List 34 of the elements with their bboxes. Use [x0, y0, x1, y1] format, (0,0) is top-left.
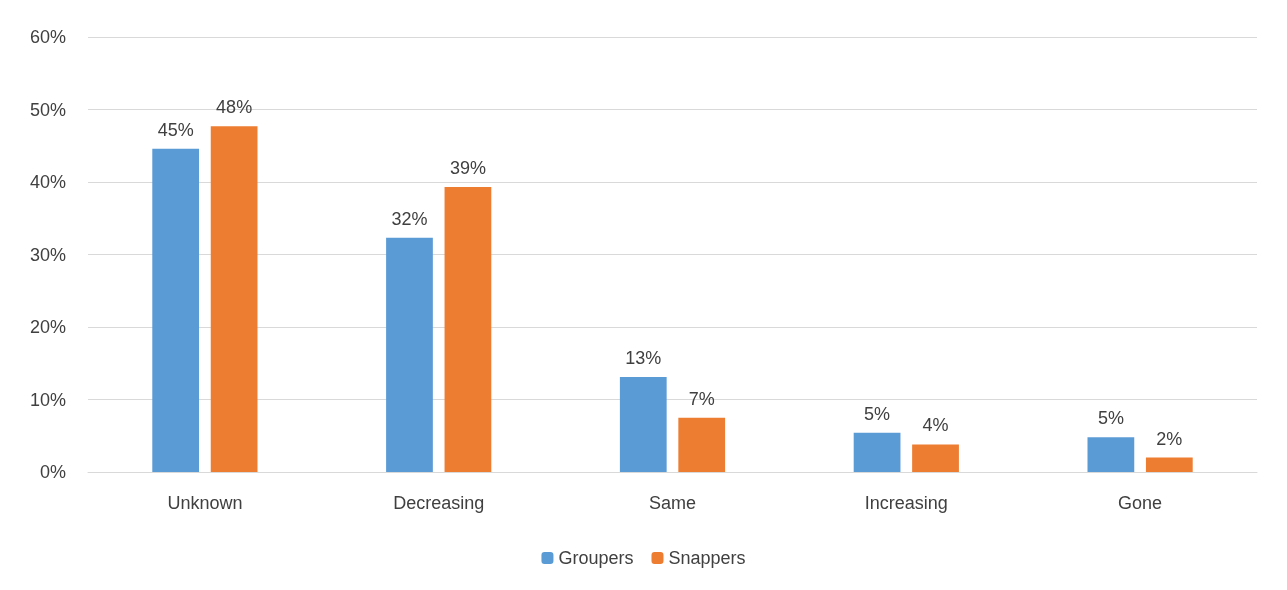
- y-tick-label: 0%: [39, 462, 66, 482]
- bar: [1145, 457, 1193, 472]
- bar: [210, 126, 258, 472]
- y-tick-label: 60%: [29, 27, 66, 47]
- legend-label: Snappers: [668, 548, 746, 568]
- x-tick-label: Same: [648, 493, 697, 513]
- data-label: 2%: [1156, 428, 1183, 449]
- data-label: 48%: [216, 97, 253, 118]
- bar: [853, 432, 901, 472]
- y-tick-label: 20%: [29, 317, 66, 337]
- y-tick-label: 40%: [29, 172, 66, 192]
- data-label: 39%: [449, 158, 486, 179]
- y-tick-label: 50%: [29, 99, 66, 120]
- bar: [678, 417, 726, 472]
- data-label: 4%: [922, 415, 949, 436]
- bar: [444, 187, 492, 472]
- data-label: 45%: [157, 119, 194, 140]
- x-tick-label: Gone: [1118, 493, 1163, 513]
- x-tick-label: Increasing: [864, 493, 948, 513]
- x-tick-label: Decreasing: [393, 493, 485, 513]
- bar: [619, 377, 667, 472]
- y-tick-label: 30%: [29, 244, 66, 265]
- y-tick-label: 10%: [29, 389, 66, 410]
- bar: [152, 148, 200, 472]
- bar: [386, 237, 433, 472]
- legend-label: Groupers: [558, 548, 634, 568]
- x-tick-label: Unknown: [167, 493, 243, 513]
- data-label: 32%: [391, 208, 428, 229]
- bar: [1087, 437, 1135, 472]
- data-label: 7%: [688, 388, 715, 409]
- data-label: 13%: [625, 348, 662, 369]
- data-label: 5%: [864, 403, 891, 424]
- bar: [912, 444, 959, 472]
- data-label: 5%: [1097, 408, 1124, 429]
